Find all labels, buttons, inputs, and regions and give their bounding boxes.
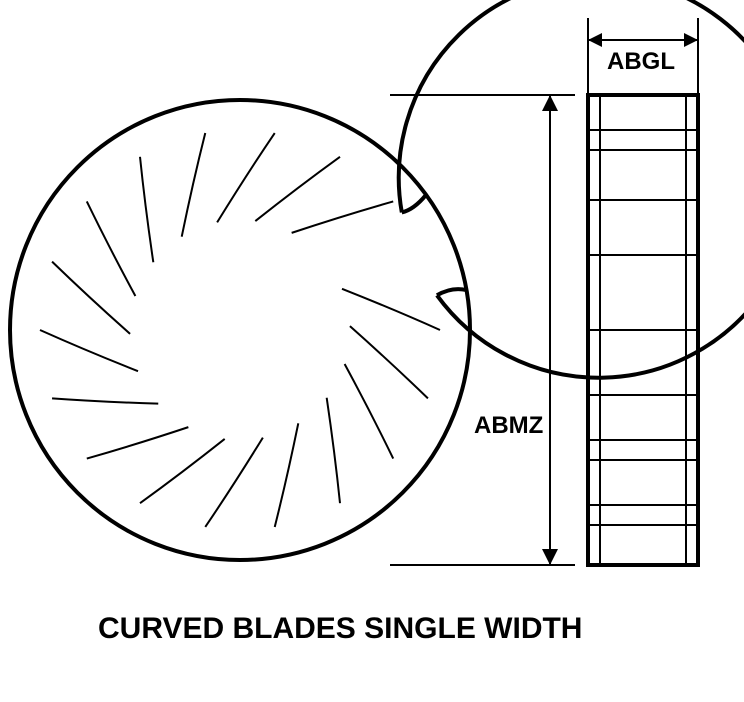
- technical-drawing: [0, 0, 744, 702]
- caption-text: CURVED BLADES SINGLE WIDTH: [98, 612, 582, 646]
- diagram-canvas: CURVED BLADES SINGLE WIDTH ABMZ ABGL: [0, 0, 744, 702]
- abmz-label: ABMZ: [474, 412, 543, 440]
- abgl-label: ABGL: [607, 48, 675, 76]
